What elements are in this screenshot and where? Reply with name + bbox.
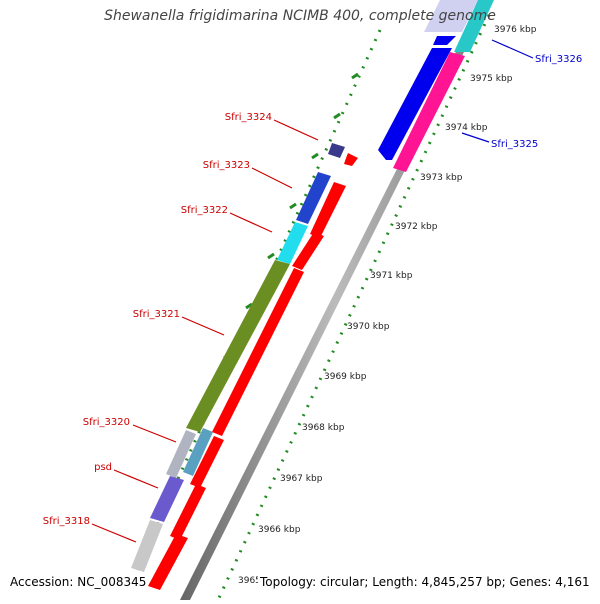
gene-label-leader-line: [229, 212, 273, 233]
gene-block-blue-long: [378, 48, 452, 160]
gene-label-sfri-3324[interactable]: Sfri_3324: [225, 112, 272, 123]
scale-tick-label: 3976 kbp: [494, 25, 537, 35]
gene-block-blue-top: [433, 36, 456, 45]
gene-block-slate: [166, 430, 196, 478]
gene-block-purple: [150, 476, 184, 522]
gene-block-navy-small: [328, 143, 345, 158]
gene-block-magenta: [393, 52, 465, 172]
red-gene-arrows: [148, 153, 358, 590]
gene-label-leader-line: [491, 39, 534, 59]
gene-block-cyan-top: [454, 0, 494, 52]
gene-label-leader-line: [91, 523, 137, 543]
scale-tick-label: 3966 kbp: [258, 525, 301, 535]
scale-tick-label: 3971 kbp: [370, 271, 413, 281]
gene-label-psd[interactable]: psd: [94, 462, 112, 473]
gene-block-cyan-low: [183, 428, 213, 476]
scale-tick-label: 3973 kbp: [420, 173, 463, 183]
scale-tick-label: 3972 kbp: [395, 222, 438, 232]
gene-label-sfri-3320[interactable]: Sfri_3320: [83, 417, 130, 428]
scale-tick-label: 3974 kbp: [445, 123, 488, 133]
scale-tick-label: 3975 kbp: [470, 74, 513, 84]
scale-tick-label: 3970 kbp: [347, 322, 390, 332]
gene-label-leader-line: [273, 119, 319, 141]
genome-summary: Topology: circular; Length: 4,845,257 bp…: [258, 575, 592, 589]
gene-label-sfri-3323[interactable]: Sfri_3323: [203, 160, 250, 171]
gene-block-olive-long: [186, 260, 290, 432]
gene-label-leader-line: [181, 316, 225, 336]
gene-label-sfri-3318[interactable]: Sfri_3318: [43, 516, 90, 527]
scale-tick-label: 3968 kbp: [302, 423, 345, 433]
gene-label-leader-line: [132, 424, 177, 443]
gene-label-sfri-3326[interactable]: Sfri_3326: [535, 54, 582, 65]
gene-label-sfri-3325[interactable]: Sfri_3325: [491, 139, 538, 150]
gene-label-leader-line: [113, 469, 159, 489]
gene-block-silver: [131, 520, 163, 572]
scale-tick-label: 3965: [238, 576, 261, 586]
scale-tick-label: 3969 kbp: [324, 372, 367, 382]
gene-label-leader-line: [461, 132, 490, 143]
gene-block-lavender: [424, 0, 478, 32]
accession-label: Accession: NC_008345: [8, 575, 149, 589]
scale-tick-label: 3967 kbp: [280, 474, 323, 484]
gene-block-cyan-mid: [277, 222, 308, 264]
gene-label-sfri-3321[interactable]: Sfri_3321: [133, 309, 180, 320]
gene-label-sfri-3322[interactable]: Sfri_3322: [181, 205, 228, 216]
page-title: Shewanella frigidimarina NCIMB 400, comp…: [104, 8, 496, 24]
gene-label-leader-line: [251, 167, 293, 189]
gene-block-blue-mid: [296, 172, 331, 224]
